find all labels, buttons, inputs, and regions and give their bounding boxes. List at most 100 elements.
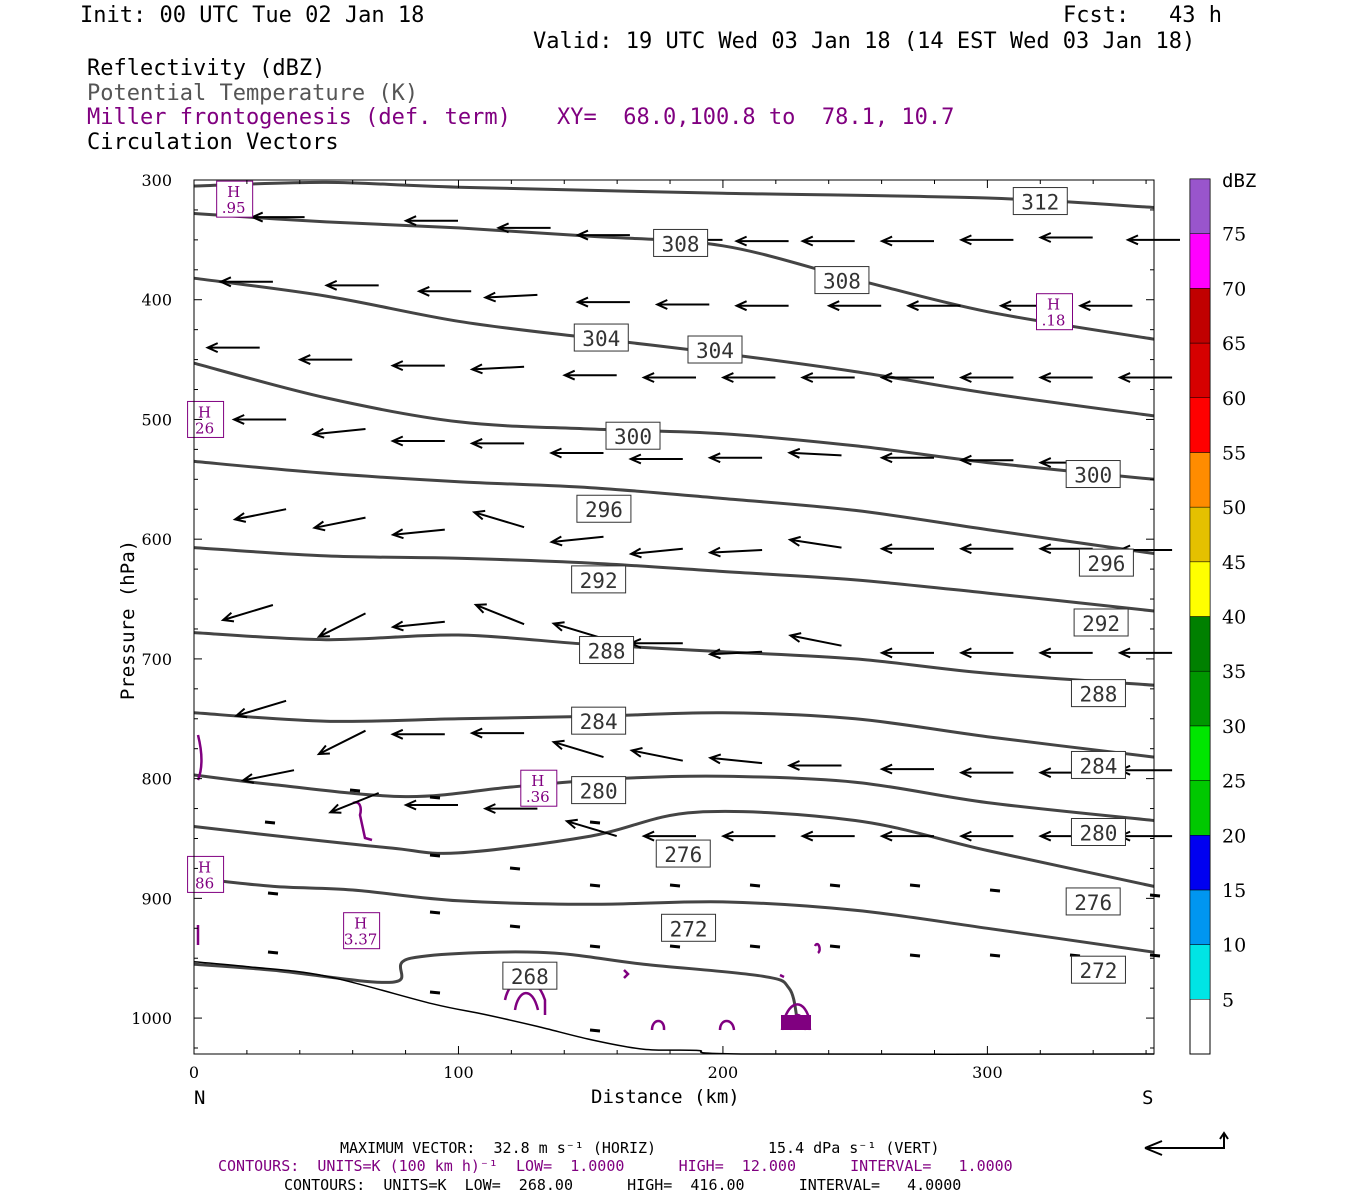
front-max-label: H86 [187, 855, 225, 893]
front-max-value: 86 [195, 874, 214, 892]
x-end-left: N [194, 1087, 206, 1109]
vector-arrow [1149, 893, 1161, 898]
theta-label-box [1070, 750, 1126, 779]
theta-label: 284 [571, 706, 627, 735]
theta-label-text: 288 [588, 640, 626, 664]
theta-label: 300 [605, 421, 661, 450]
max-vector-horiz: MAXIMUM VECTOR: 32.8 m s⁻¹ (HORIZ) [340, 1139, 657, 1157]
front-max-h: H [198, 403, 211, 421]
vector-arrow [958, 830, 1014, 842]
theta-label: 272 [661, 913, 717, 942]
theta-label-text: 284 [580, 710, 618, 734]
vector-arrow [1077, 300, 1133, 312]
vector-arrow [267, 950, 279, 955]
vector-arrow [720, 372, 776, 383]
vector-arrow [879, 372, 934, 383]
theta-labels: 312 308 308 304 304 300 300 296 296 292 292 288 288 2… [502, 187, 1134, 990]
theta-label: 308 [653, 228, 709, 257]
vector-arrow [316, 612, 366, 638]
y-tick-label: 800 [141, 770, 172, 789]
front-contour-9 [623, 969, 630, 979]
vector-arrow [469, 727, 525, 739]
axes: 300 400 500 600 700 800 900 1000 0 100 200 300 [131, 171, 1154, 1082]
vector-arrow [509, 866, 521, 871]
colorbar-label: 50 [1222, 497, 1246, 519]
front-max-box [520, 769, 558, 807]
front-max-label: H.18 [1036, 293, 1074, 331]
theta-label: 280 [1070, 818, 1126, 847]
vector-arrow [312, 516, 366, 532]
vector-arrow [749, 883, 761, 888]
theta-contour-292 [193, 546, 1155, 613]
theta-label-text: 300 [614, 425, 652, 449]
vector-arrow [879, 763, 934, 775]
theta-label: 296 [1078, 548, 1134, 577]
theta-label: 296 [576, 494, 632, 523]
theta-label-text: 276 [1074, 891, 1112, 915]
vector-arrow [787, 535, 842, 549]
vector-arrow [906, 300, 961, 312]
theta-label-box [655, 839, 711, 868]
theta-label-box [573, 323, 629, 352]
theta-label-text: 292 [1082, 612, 1120, 636]
vector-arrow [551, 739, 604, 759]
theta-contour-288 [193, 631, 1155, 687]
vector-arrow [496, 222, 551, 234]
vector-arrow [390, 435, 445, 447]
theta-label: 280 [571, 776, 627, 805]
vector-arrow [734, 235, 789, 247]
colorbar-label: 55 [1222, 442, 1246, 464]
theta-label-text: 268 [511, 965, 549, 989]
vector-arrow [707, 648, 763, 660]
vector-arrow [628, 547, 683, 559]
vector-arrow [879, 543, 934, 555]
vector-arrow [220, 604, 274, 623]
theta-label-box [1070, 818, 1126, 847]
front-max-value: .95 [222, 199, 246, 217]
theta-contour-info: CONTOURS: UNITS=K LOW= 268.00 HIGH= 416.… [284, 1176, 962, 1194]
theta-label-text: 272 [670, 917, 708, 941]
theta-contour-304 [193, 276, 1155, 418]
vector-arrow [429, 990, 441, 995]
vector-arrow [589, 944, 601, 949]
theta-contours [193, 180, 1155, 1019]
front-max-value: .18 [1042, 312, 1066, 330]
vector-arrow [390, 620, 445, 632]
vector-arrow [909, 953, 921, 958]
theta-label-text: 292 [580, 569, 618, 593]
theta-label: 312 [1012, 187, 1068, 216]
front-contour-3 [513, 991, 540, 1011]
front-max-box [216, 180, 254, 218]
theta-label: 308 [814, 266, 870, 295]
field-vectors: Circulation Vectors [87, 130, 339, 155]
front-max-h: H [1047, 296, 1060, 314]
vector-arrow [909, 883, 921, 888]
front-max-h: H [354, 915, 367, 933]
vector-arrow [989, 953, 1001, 958]
max-vector-vert: 15.4 dPa s⁻¹ (VERT) [768, 1139, 940, 1157]
vector-arrow [328, 792, 380, 814]
field-frontogenesis: Miller frontogenesis (def. term) [87, 105, 511, 130]
vector-arrow [549, 535, 604, 547]
front-max-box [1036, 293, 1074, 331]
terrain [193, 961, 1155, 1056]
y-tick-label: 500 [141, 410, 172, 429]
vector-arrow [473, 603, 525, 626]
vector-arrow [416, 285, 472, 297]
theta-label-text: 300 [1074, 464, 1112, 488]
theta-label-box [605, 421, 661, 450]
theta-label-box [571, 776, 627, 805]
vector-arrow [324, 279, 379, 291]
colorbar-unit: dBZ [1222, 170, 1257, 192]
colorbar-swatch [1189, 616, 1211, 672]
vector-arrow [429, 853, 441, 858]
vector-arrow [879, 235, 934, 247]
vector-arrow [231, 414, 287, 425]
vector-arrow [787, 760, 842, 771]
vector-arrow [1149, 953, 1161, 958]
vector-arrow [232, 508, 287, 523]
field-theta: Potential Temperature (K) [87, 81, 419, 106]
theta-label-text: 312 [1021, 191, 1059, 215]
field-reflectivity: Reflectivity (dBZ) [87, 56, 326, 81]
front-max-value: .36 [526, 788, 550, 806]
